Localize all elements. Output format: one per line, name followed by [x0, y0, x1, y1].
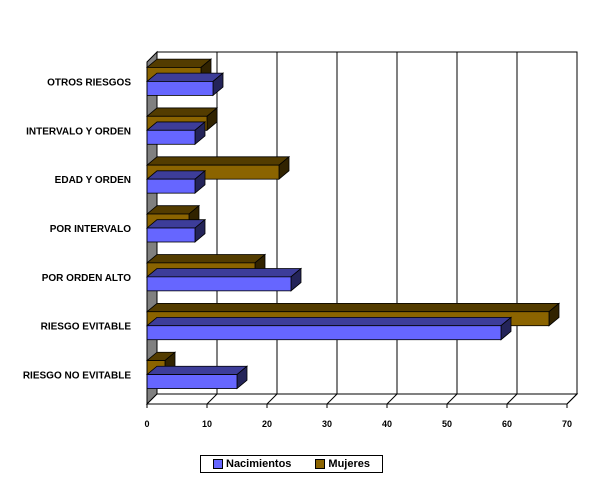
bar-nacimientos [145, 218, 207, 243]
floor-gridline [326, 393, 338, 405]
floor-gridline [446, 393, 458, 405]
bar-nacimientos [145, 365, 249, 390]
axes [146, 62, 568, 408]
category-label: RIESGO NO EVITABLE [23, 371, 131, 382]
legend-item-nacimientos: Nacimientos [213, 458, 291, 470]
category-label: OTROS RIESGOS [47, 77, 131, 88]
category-label: EDAD Y ORDEN [55, 175, 131, 186]
category-label: RIESGO EVITABLE [41, 322, 132, 333]
category-label: INTERVALO Y ORDEN [26, 126, 131, 137]
legend-swatch-nacimientos [213, 459, 223, 469]
legend: Nacimientos Mujeres [200, 455, 383, 473]
x-tick-label: 40 [382, 419, 392, 429]
bar-nacimientos [145, 72, 225, 97]
x-tick-label: 70 [562, 419, 572, 429]
bar-nacimientos [145, 121, 207, 146]
floor-gridline [386, 393, 398, 405]
legend-label-nacimientos: Nacimientos [226, 458, 292, 470]
chart-walls [145, 50, 579, 406]
floor-gridline [566, 393, 578, 405]
floor-gridline [266, 393, 278, 405]
x-tick-label: 0 [144, 419, 149, 429]
x-tick-label: 50 [442, 419, 452, 429]
category-label: POR INTERVALO [50, 224, 132, 235]
bar-nacimientos [145, 267, 303, 292]
bars [145, 58, 561, 390]
legend-label-mujeres: Mujeres [328, 458, 370, 470]
legend-item-mujeres: Mujeres [315, 458, 370, 470]
bar-nacimientos [145, 316, 513, 341]
x-tick-label: 20 [262, 419, 272, 429]
legend-swatch-mujeres [315, 459, 326, 469]
floor-gridline [506, 393, 518, 405]
tick-labels: 0 10 20 30 40 50 60 70 [144, 419, 572, 429]
category-labels: OTROS RIESGOS INTERVALO Y ORDEN EDAD Y ORD… [23, 77, 131, 381]
x-tick-label: 60 [502, 419, 512, 429]
x-tick-label: 10 [202, 419, 212, 429]
category-label: POR ORDEN ALTO [42, 273, 131, 284]
bar-nacimientos [145, 169, 207, 194]
back-wall [156, 51, 578, 395]
x-tick-label: 30 [322, 419, 332, 429]
floor-gridline [206, 393, 218, 405]
